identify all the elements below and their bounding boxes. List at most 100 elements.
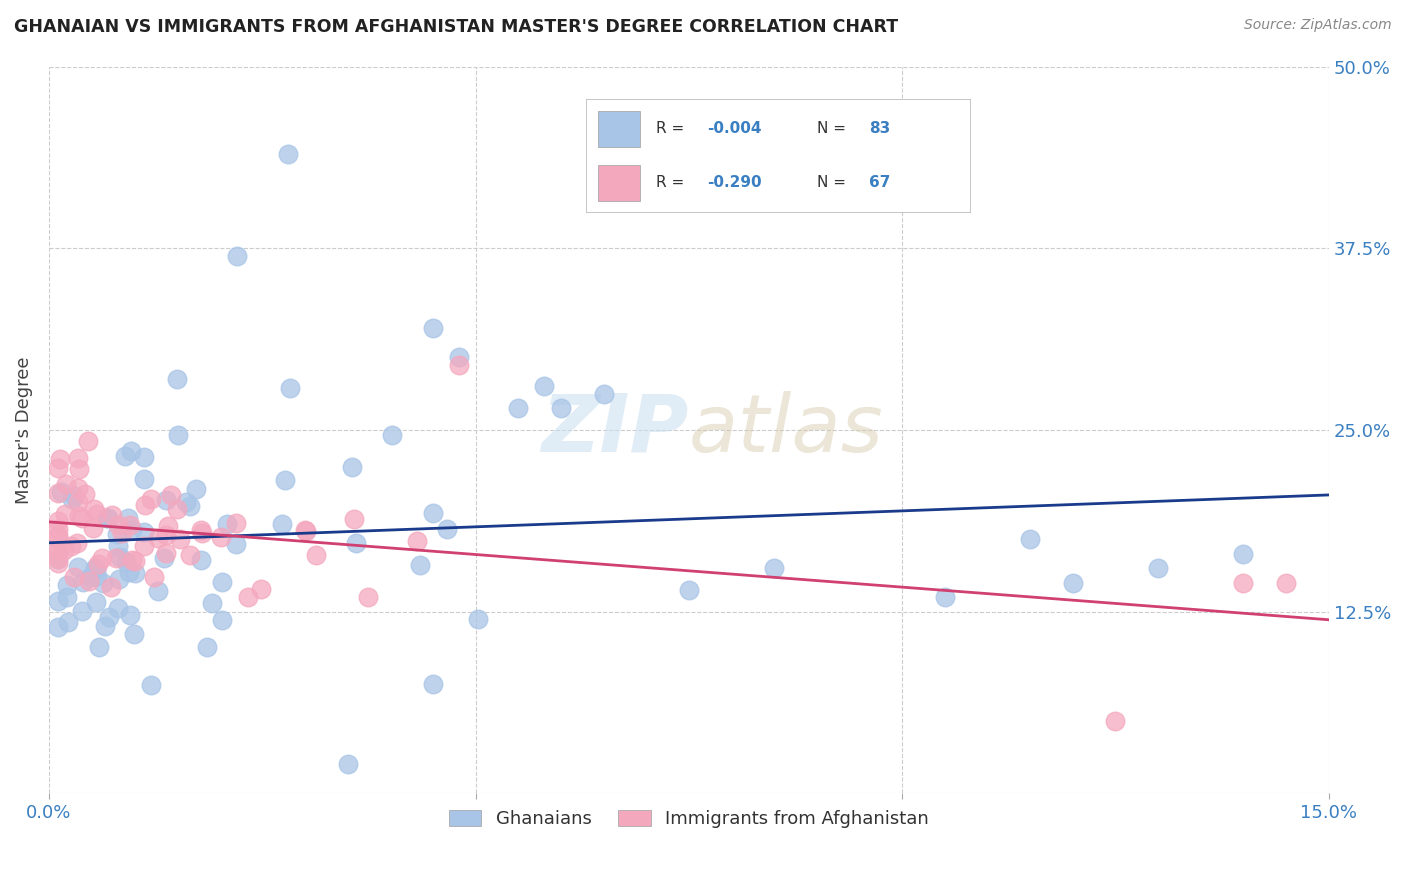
Point: [153, 550, 176, 565]
Point: [1232, 575, 1254, 590]
Point: [59, 540, 82, 554]
Point: [422, 677, 444, 691]
Point: [79, 570, 101, 584]
Point: [166, 428, 188, 442]
Point: [60, 491, 83, 506]
Point: [56, 590, 79, 604]
Point: [46, 528, 69, 542]
Point: [83, 561, 105, 575]
Point: [179, 548, 201, 562]
Point: [107, 517, 129, 532]
Text: atlas: atlas: [689, 391, 883, 469]
Point: [46, 550, 69, 565]
Point: [143, 570, 166, 584]
Point: [120, 517, 142, 532]
Point: [121, 523, 143, 537]
Point: [280, 381, 302, 395]
Point: [82, 521, 104, 535]
Point: [46, 593, 69, 607]
Text: Source: ZipAtlas.com: Source: ZipAtlas.com: [1244, 18, 1392, 32]
Point: [139, 491, 162, 506]
Point: [86, 507, 108, 521]
Point: [67, 508, 90, 523]
Point: [294, 524, 316, 538]
Point: [84, 562, 107, 576]
Point: [1062, 575, 1084, 590]
Point: [250, 582, 273, 597]
Point: [117, 511, 139, 525]
Point: [447, 351, 470, 365]
Point: [294, 523, 316, 537]
Point: [124, 554, 146, 568]
Point: [1275, 575, 1298, 590]
Point: [46, 514, 69, 528]
Point: [211, 574, 233, 589]
Point: [1232, 547, 1254, 561]
Point: [72, 574, 94, 589]
Point: [508, 401, 530, 416]
Point: [66, 535, 89, 549]
Point: [139, 678, 162, 692]
Point: [89, 640, 111, 654]
Point: [273, 474, 295, 488]
Point: [184, 482, 207, 496]
Point: [236, 590, 259, 604]
Point: [115, 555, 138, 569]
Point: [592, 386, 614, 401]
Point: [146, 584, 169, 599]
Point: [105, 526, 128, 541]
Point: [156, 519, 179, 533]
Point: [179, 499, 201, 513]
Point: [83, 502, 105, 516]
Point: [155, 493, 177, 508]
Point: [343, 511, 366, 525]
Point: [46, 485, 69, 500]
Point: [1104, 714, 1126, 728]
Point: [169, 533, 191, 547]
Point: [225, 537, 247, 551]
Point: [97, 511, 120, 525]
Point: [72, 604, 94, 618]
Text: GHANAIAN VS IMMIGRANTS FROM AFGHANISTAN MASTER'S DEGREE CORRELATION CHART: GHANAIAN VS IMMIGRANTS FROM AFGHANISTAN …: [14, 18, 898, 36]
Point: [46, 460, 69, 475]
Point: [447, 358, 470, 372]
Point: [195, 640, 218, 654]
Point: [200, 596, 222, 610]
Point: [97, 610, 120, 624]
Point: [132, 450, 155, 465]
Point: [66, 495, 89, 509]
Point: [100, 580, 122, 594]
Point: [53, 542, 76, 557]
Point: [159, 488, 181, 502]
Point: [75, 487, 97, 501]
Point: [67, 559, 90, 574]
Point: [270, 517, 292, 532]
Point: [304, 549, 326, 563]
Point: [63, 489, 86, 503]
Point: [108, 572, 131, 586]
Point: [86, 569, 108, 583]
Point: [91, 550, 114, 565]
Point: [77, 434, 100, 449]
Point: [91, 576, 114, 591]
Point: [56, 615, 79, 629]
Point: [166, 372, 188, 386]
Point: [132, 472, 155, 486]
Point: [107, 539, 129, 553]
Point: [380, 427, 402, 442]
Point: [104, 550, 127, 565]
Point: [344, 535, 367, 549]
Text: ZIP: ZIP: [541, 391, 689, 469]
Point: [46, 551, 69, 566]
Point: [225, 516, 247, 530]
Point: [174, 495, 197, 509]
Point: [108, 549, 131, 564]
Point: [70, 510, 93, 524]
Point: [134, 499, 156, 513]
Point: [148, 532, 170, 546]
Point: [67, 461, 90, 475]
Point: [117, 565, 139, 579]
Point: [107, 601, 129, 615]
Point: [422, 321, 444, 335]
Point: [409, 558, 432, 572]
